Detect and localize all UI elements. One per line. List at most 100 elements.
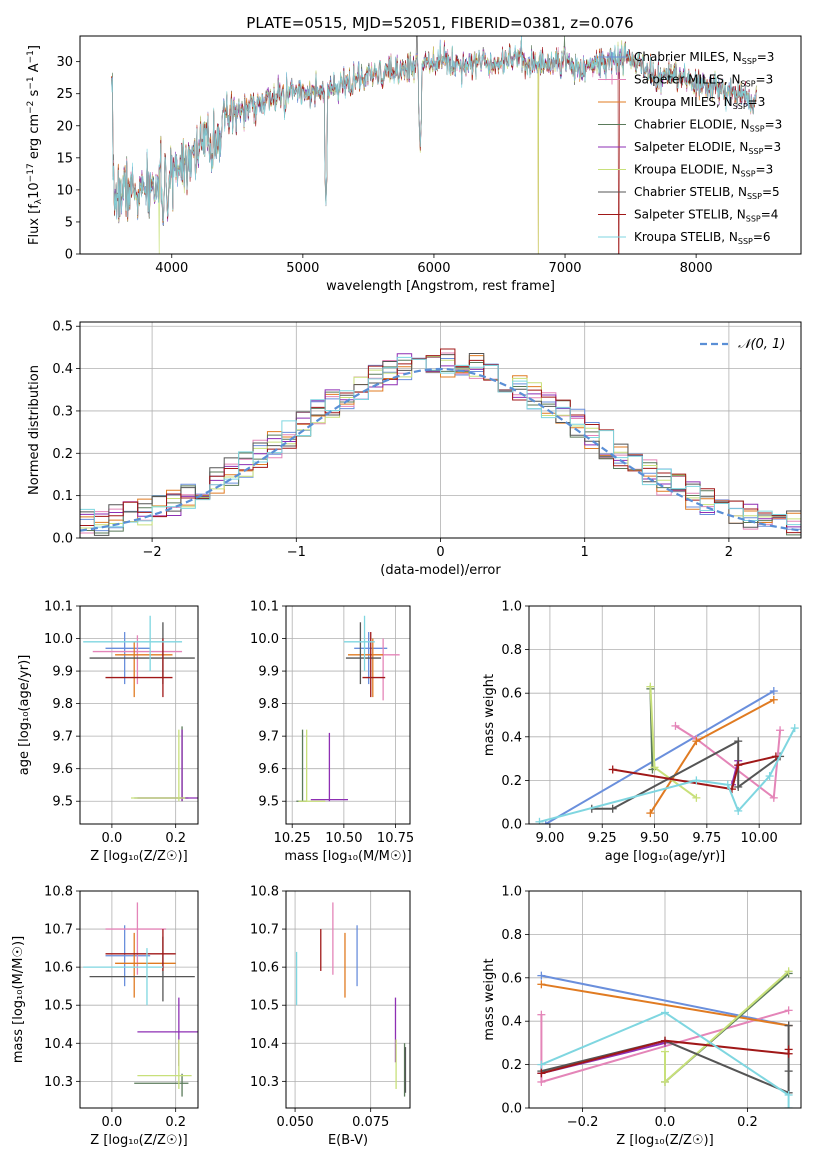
y-tick-label: 10: [56, 183, 73, 198]
y-tick-label: 20: [56, 119, 73, 134]
x-axis-label: E(B-V): [328, 1133, 368, 1148]
weight-series: [539, 727, 796, 823]
plot-area: [535, 682, 799, 824]
axes-frame: [79, 35, 802, 255]
y-tick-label: 0.0: [52, 532, 73, 547]
mass-vs-EBV-panel: 0.050 0.075 10.3 10.4 10.5 10.6 10.7 10.8 E(B-V): [250, 885, 411, 1148]
x-tick-label: 2: [725, 545, 733, 560]
residuals-panel: −2 −1 0 1 2 0.0 0.1 0.2 0.3 0.4 0.5 (data-model)/er…: [27, 320, 802, 578]
y-tick-label: 10.1: [44, 600, 73, 615]
y-axis-label: mass weight: [482, 958, 497, 1040]
plot-area: [111, 36, 757, 254]
legend-entry: Chabrier MILES, NSSP=3: [634, 50, 774, 66]
y-tick-label: 9.5: [258, 795, 279, 810]
x-axis-label: age [log₁₀(age/yr)]: [605, 849, 726, 864]
x-axis-label: Z [log₁₀(Z/Z☉)]: [616, 1133, 713, 1148]
mass-vs-Z-panel: 0.0 0.2 10.3 10.4 10.5 10.6 10.7 10.8 Z [log₁₀(Z…: [11, 885, 199, 1148]
y-tick-label: 0: [65, 248, 73, 263]
weight-vs-age-panel: 9.00 9.25 9.50 9.75 10.00 0.0 0.2 0.4 0.6 0.8 1.0 a…: [482, 600, 802, 864]
x-tick-label: 5000: [286, 261, 319, 276]
y-tick-label: 9.7: [258, 730, 279, 745]
age-vs-Z-panel: 0.0 0.2 9.5 9.6 9.7 9.8 9.9 10.0 10.1 Z [log₁₀(Z/…: [17, 600, 199, 864]
axes-frame: [79, 890, 199, 1109]
x-tick-label: 0.0: [102, 1115, 123, 1130]
age-vs-mass-panel: 10.25 10.50 10.75 9.5 9.6 9.7 9.8 9.9 10.0 10.1 ma…: [250, 600, 414, 865]
y-tick-label: 1.0: [501, 600, 522, 615]
y-tick-label: 0.2: [501, 774, 522, 789]
y-tick-label: 0.2: [501, 1058, 522, 1073]
x-tick-label: −1: [287, 545, 306, 560]
x-tick-label: 9.50: [640, 831, 669, 846]
y-tick-label: 0.0: [501, 1102, 522, 1117]
y-tick-label: 0.4: [52, 362, 73, 377]
x-axis-label: mass [log₁₀(M/M☉)]: [284, 849, 411, 864]
y-tick-label: 10.8: [44, 885, 73, 900]
axes-frame: [285, 890, 411, 1109]
weight-series: [664, 970, 790, 1085]
weight-series: [541, 983, 789, 1027]
plot-area: [295, 902, 407, 1097]
legend-entry: Salpeter ELODIE, NSSP=3: [634, 140, 781, 156]
spectrum-line: [111, 36, 757, 222]
x-tick-label: 0.2: [165, 1115, 186, 1130]
y-tick-label: 10.0: [250, 632, 279, 647]
y-tick-label: 9.6: [258, 762, 279, 777]
axes-frame: [285, 605, 411, 825]
y-tick-label: 10.5: [44, 999, 73, 1014]
y-tick-label: 10.7: [250, 923, 279, 938]
y-tick-label: 0.3: [52, 404, 73, 419]
legend-entry: Salpeter STELIB, NSSP=4: [634, 208, 778, 224]
y-tick-label: 1.0: [501, 885, 522, 900]
y-tick-label: 0.2: [52, 447, 73, 462]
y-tick-label: 9.7: [52, 730, 73, 745]
weight-series: [612, 755, 777, 791]
y-tick-label: 0.0: [501, 818, 522, 833]
x-axis-label: wavelength [Angstrom, rest frame]: [326, 279, 555, 294]
y-tick-label: 0.8: [501, 928, 522, 943]
legend-entry: Kroupa ELODIE, NSSP=3: [634, 163, 773, 179]
y-tick-label: 10.4: [250, 1037, 279, 1052]
x-tick-label: 0: [436, 545, 444, 560]
weight-series: [591, 739, 781, 810]
x-tick-label: 10.75: [377, 831, 414, 846]
histogram-series: [80, 356, 801, 537]
y-tick-label: 9.8: [52, 697, 73, 712]
x-tick-label: 4000: [155, 261, 188, 276]
x-tick-label: 0.0: [102, 831, 123, 846]
weight-vs-Z-panel: −0.2 0.0 0.2 0.0 0.2 0.4 0.6 0.8 1.0 Z [log₁₀(Z/Z…: [482, 885, 802, 1148]
plot-area: [80, 348, 801, 537]
weight-series: [649, 698, 775, 814]
y-tick-label: 10.1: [250, 600, 279, 615]
x-tick-label: 0.2: [737, 1115, 758, 1130]
legend-entry: Chabrier STELIB, NSSP=5: [634, 185, 780, 201]
legend-entry: Kroupa STELIB, NSSP=6: [634, 230, 771, 246]
y-tick-label: 5: [65, 215, 73, 230]
x-tick-label: 10.25: [274, 831, 311, 846]
y-tick-label: 0.4: [501, 1015, 522, 1030]
y-tick-label: 10.7: [44, 923, 73, 938]
y-tick-label: 0.1: [52, 489, 73, 504]
y-tick-label: 9.5: [52, 795, 73, 810]
y-tick-label: 0.6: [501, 971, 522, 986]
x-tick-label: −2: [143, 545, 162, 560]
y-tick-label: 0.4: [501, 730, 522, 745]
y-tick-label: 10.4: [44, 1037, 73, 1052]
x-tick-label: 8000: [680, 261, 713, 276]
figure-title: PLATE=0515, MJD=52051, FIBERID=0381, z=0…: [246, 14, 633, 32]
x-tick-label: 1: [581, 545, 589, 560]
plot-area: [83, 615, 198, 802]
y-axis-label: mass weight: [482, 674, 497, 756]
x-tick-label: 6000: [417, 261, 450, 276]
histogram-series: [80, 348, 801, 534]
x-tick-label: 9.25: [588, 831, 617, 846]
y-tick-label: 10.3: [44, 1075, 73, 1090]
x-axis-label: Z [log₁₀(Z/Z☉)]: [90, 1133, 187, 1148]
axes-frame: [528, 605, 802, 825]
weight-series: [541, 1011, 790, 1108]
normal-curve: [80, 367, 801, 532]
y-axis-label: Normed distribution: [27, 365, 42, 495]
y-axis-label: age [log₁₀(age/yr)]: [17, 655, 32, 776]
y-tick-label: 10.5: [250, 999, 279, 1014]
legend-entry: Kroupa MILES, NSSP=3: [634, 95, 765, 111]
